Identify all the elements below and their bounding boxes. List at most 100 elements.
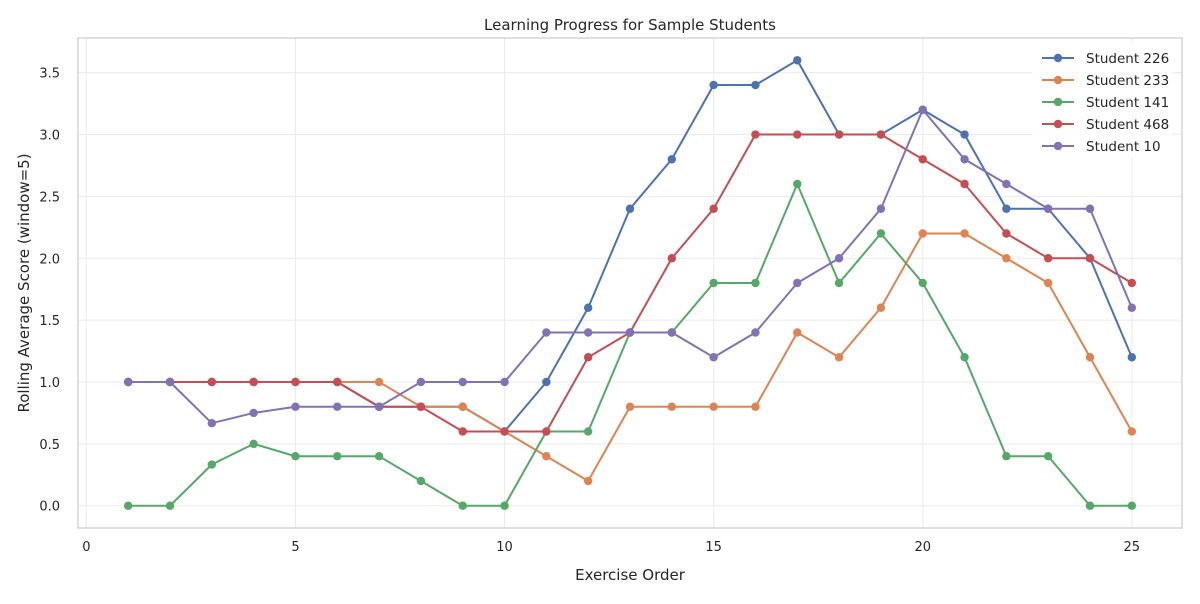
data-point [416, 476, 426, 486]
legend-item: Student 141 [1042, 95, 1169, 111]
data-point [876, 130, 886, 139]
data-point [793, 179, 802, 189]
data-point [123, 501, 133, 510]
data-point [583, 303, 593, 312]
data-point [751, 80, 760, 90]
data-point [709, 80, 718, 90]
data-point [876, 229, 886, 238]
series-layer [123, 56, 1137, 510]
data-point [583, 353, 593, 362]
data-point [207, 460, 217, 469]
y-tick-label: 2.0 [39, 252, 60, 267]
legend-item: Student 233 [1042, 73, 1169, 89]
x-tick-label: 15 [705, 540, 722, 555]
data-point [751, 328, 760, 337]
x-axis-label: Exercise Order [575, 566, 686, 584]
data-point [834, 278, 844, 288]
data-point [709, 278, 718, 288]
x-tick-label: 10 [496, 540, 513, 555]
data-point [918, 155, 927, 164]
y-tick-label: 1.0 [39, 376, 60, 391]
x-tick-label: 25 [1124, 540, 1141, 555]
data-point [333, 377, 342, 387]
data-point [625, 204, 635, 213]
data-point [1127, 278, 1137, 288]
data-point [583, 427, 593, 436]
data-point [667, 402, 677, 411]
data-point [793, 56, 802, 65]
data-point [1043, 254, 1053, 263]
data-point [291, 377, 300, 387]
data-point [751, 130, 760, 139]
data-point [333, 452, 342, 461]
series-line [127, 183, 1133, 507]
data-point [1085, 501, 1095, 510]
data-point [165, 501, 175, 510]
data-point [667, 155, 677, 164]
data-point [625, 328, 635, 337]
data-point [1043, 452, 1053, 461]
data-point [667, 254, 677, 263]
data-point [416, 402, 426, 411]
y-tick-label: 1.5 [39, 314, 60, 329]
legend-marker [1053, 119, 1063, 129]
data-point [1002, 254, 1011, 263]
legend-frame [1032, 44, 1172, 158]
data-point [1002, 204, 1011, 213]
data-point [374, 452, 384, 461]
x-tick-label: 0 [82, 540, 90, 555]
data-point [834, 353, 844, 362]
data-point [165, 377, 175, 387]
data-point [1127, 353, 1137, 362]
data-point [249, 439, 258, 449]
series-line [127, 108, 1133, 425]
data-point [960, 130, 969, 139]
data-point [918, 229, 927, 238]
x-tick-label: 20 [914, 540, 931, 555]
data-point [1002, 452, 1011, 461]
data-point [1127, 501, 1137, 510]
data-point [918, 105, 927, 114]
legend-marker [1053, 75, 1063, 85]
data-point [751, 278, 760, 288]
y-tick-label: 0.5 [39, 438, 60, 453]
legend: Student 226 Student 233 Student 141 Student… [1032, 44, 1172, 158]
data-point [709, 204, 718, 213]
data-point [1043, 204, 1053, 213]
data-point [1127, 303, 1137, 312]
data-point [1043, 278, 1053, 288]
data-point [123, 377, 133, 387]
legend-marker [1053, 53, 1063, 63]
chart-title: Learning Progress for Sample Students [484, 16, 776, 34]
legend-label: Student 141 [1086, 95, 1169, 111]
axis-ticks: 0 5 10 15 20 25 0.0 0.5 1.0 1.5 2.0 2.5 3.0 3.5 [39, 67, 1140, 555]
series-student-468 [123, 130, 1137, 436]
legend-item: Student 10 [1042, 139, 1161, 155]
data-point [542, 328, 551, 337]
data-point [834, 130, 844, 139]
legend-item: Student 226 [1042, 51, 1169, 67]
data-point [542, 452, 551, 461]
y-tick-label: 0.0 [39, 500, 60, 515]
data-point [960, 155, 969, 164]
data-point [960, 353, 969, 362]
data-point [207, 418, 217, 428]
data-point [500, 377, 509, 387]
data-point [876, 204, 886, 213]
legend-label: Student 10 [1086, 139, 1161, 155]
data-point [207, 377, 217, 387]
data-point [583, 476, 593, 486]
data-point [416, 377, 426, 387]
data-point [1085, 204, 1095, 213]
x-tick-label: 5 [291, 540, 299, 555]
series-line [127, 59, 1133, 433]
data-point [793, 130, 802, 139]
legend-label: Student 468 [1086, 117, 1169, 133]
data-point [374, 402, 384, 411]
data-point [1002, 179, 1011, 189]
data-point [458, 501, 467, 510]
legend-marker [1053, 141, 1063, 151]
series-student-233 [123, 229, 1137, 486]
